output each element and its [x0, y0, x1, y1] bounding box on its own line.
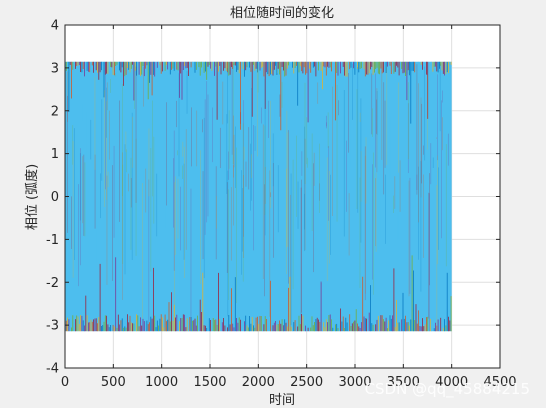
y-tick-label: -3 — [46, 319, 59, 334]
y-tick-label: 1 — [51, 147, 59, 162]
y-axis-label: 相位 (弧度) — [24, 164, 40, 230]
y-axis-ticks: -4 -3 -2 -1 0 1 2 3 4 — [46, 19, 500, 377]
x-tick-label: 4500 — [483, 375, 516, 390]
x-tick-label: 3000 — [338, 375, 371, 390]
phase-series — [64, 61, 452, 332]
y-tick-label: -1 — [46, 233, 59, 248]
x-tick-label: 2000 — [242, 375, 275, 390]
x-tick-label: 500 — [101, 375, 126, 390]
y-tick-label: 2 — [51, 104, 59, 119]
x-tick-label: 1000 — [145, 375, 178, 390]
x-tick-label: 2500 — [290, 375, 323, 390]
y-tick-label: -4 — [46, 362, 59, 377]
y-tick-label: 3 — [51, 61, 59, 76]
y-tick-label: 4 — [51, 19, 59, 34]
x-tick-label: 0 — [61, 375, 69, 390]
axes: 0 500 1000 1500 2000 2500 3000 3500 4000 4500 -4-… — [46, 19, 517, 391]
y-tick-label: -2 — [46, 276, 59, 291]
x-tick-label: 1500 — [193, 375, 226, 390]
x-tick-label: 4000 — [435, 375, 468, 390]
x-axis-ticks: 0 500 1000 1500 2000 2500 3000 3500 4000 4500 — [61, 25, 517, 390]
chart-title: 相位随时间的变化 — [230, 5, 334, 21]
x-tick-label: 3500 — [387, 375, 420, 390]
x-axis-label: 时间 — [269, 393, 295, 408]
watermark: CSDN @qq_45884215 — [365, 380, 530, 399]
y-tick-label: 0 — [51, 190, 59, 205]
